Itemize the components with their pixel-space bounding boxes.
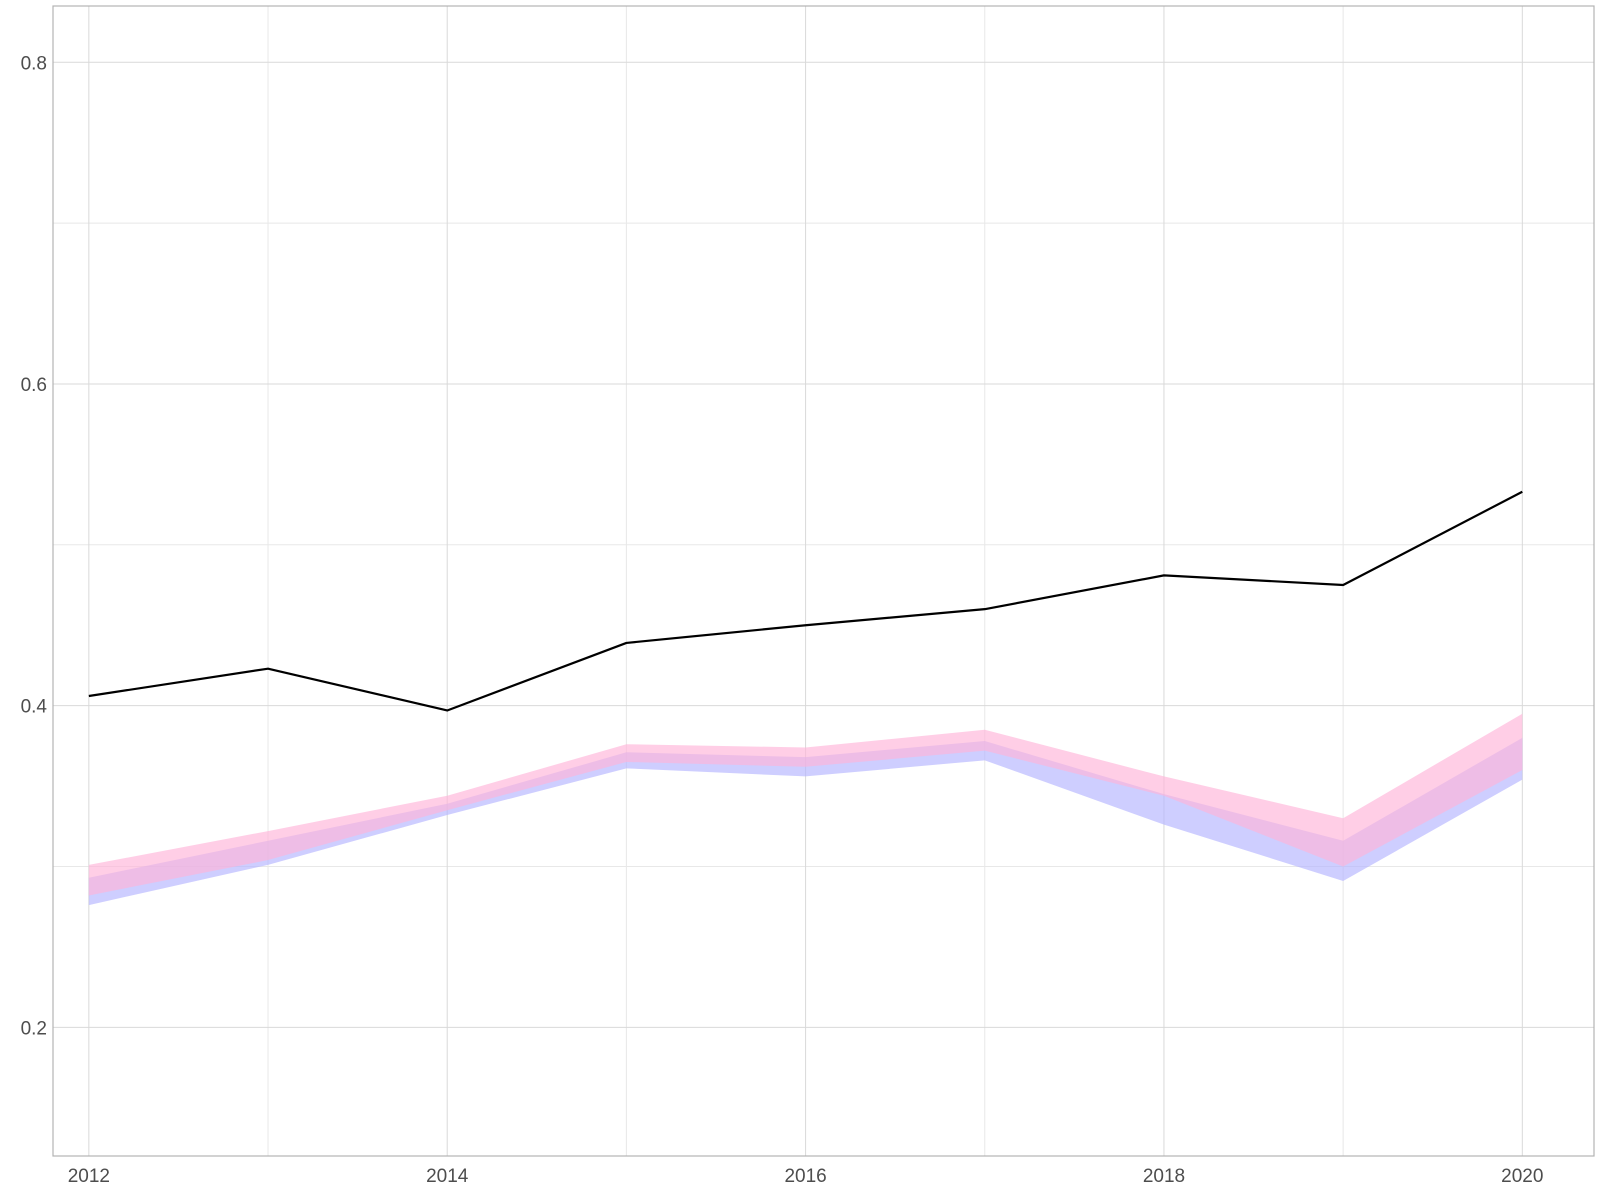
x-tick-label: 2012 — [68, 1166, 110, 1187]
major-gridlines — [53, 6, 1594, 1156]
x-tick-label: 2018 — [1143, 1166, 1185, 1187]
confidence-bands — [88, 713, 1523, 906]
panel-border — [52, 5, 1595, 1157]
series-lines — [88, 490, 1523, 712]
y-tick-label: 0.4 — [21, 697, 48, 718]
y-axis-tick-labels: 0.2 0.4 0.6 0.8 — [21, 53, 48, 1039]
y-tick-label: 0.6 — [21, 375, 47, 396]
x-tick-label: 2016 — [784, 1166, 826, 1187]
minor-gridlines — [53, 6, 1594, 1156]
y-tick-label: 0.2 — [21, 1018, 47, 1039]
x-tick-label: 2014 — [426, 1166, 469, 1187]
series-line-1 — [88, 490, 1523, 712]
y-tick-label: 0.8 — [21, 53, 47, 74]
x-tick-label: 2020 — [1501, 1166, 1543, 1187]
x-axis-tick-labels: 2012 2014 2016 2018 2020 — [68, 1166, 1544, 1187]
confidence-band-2 — [88, 713, 1523, 896]
